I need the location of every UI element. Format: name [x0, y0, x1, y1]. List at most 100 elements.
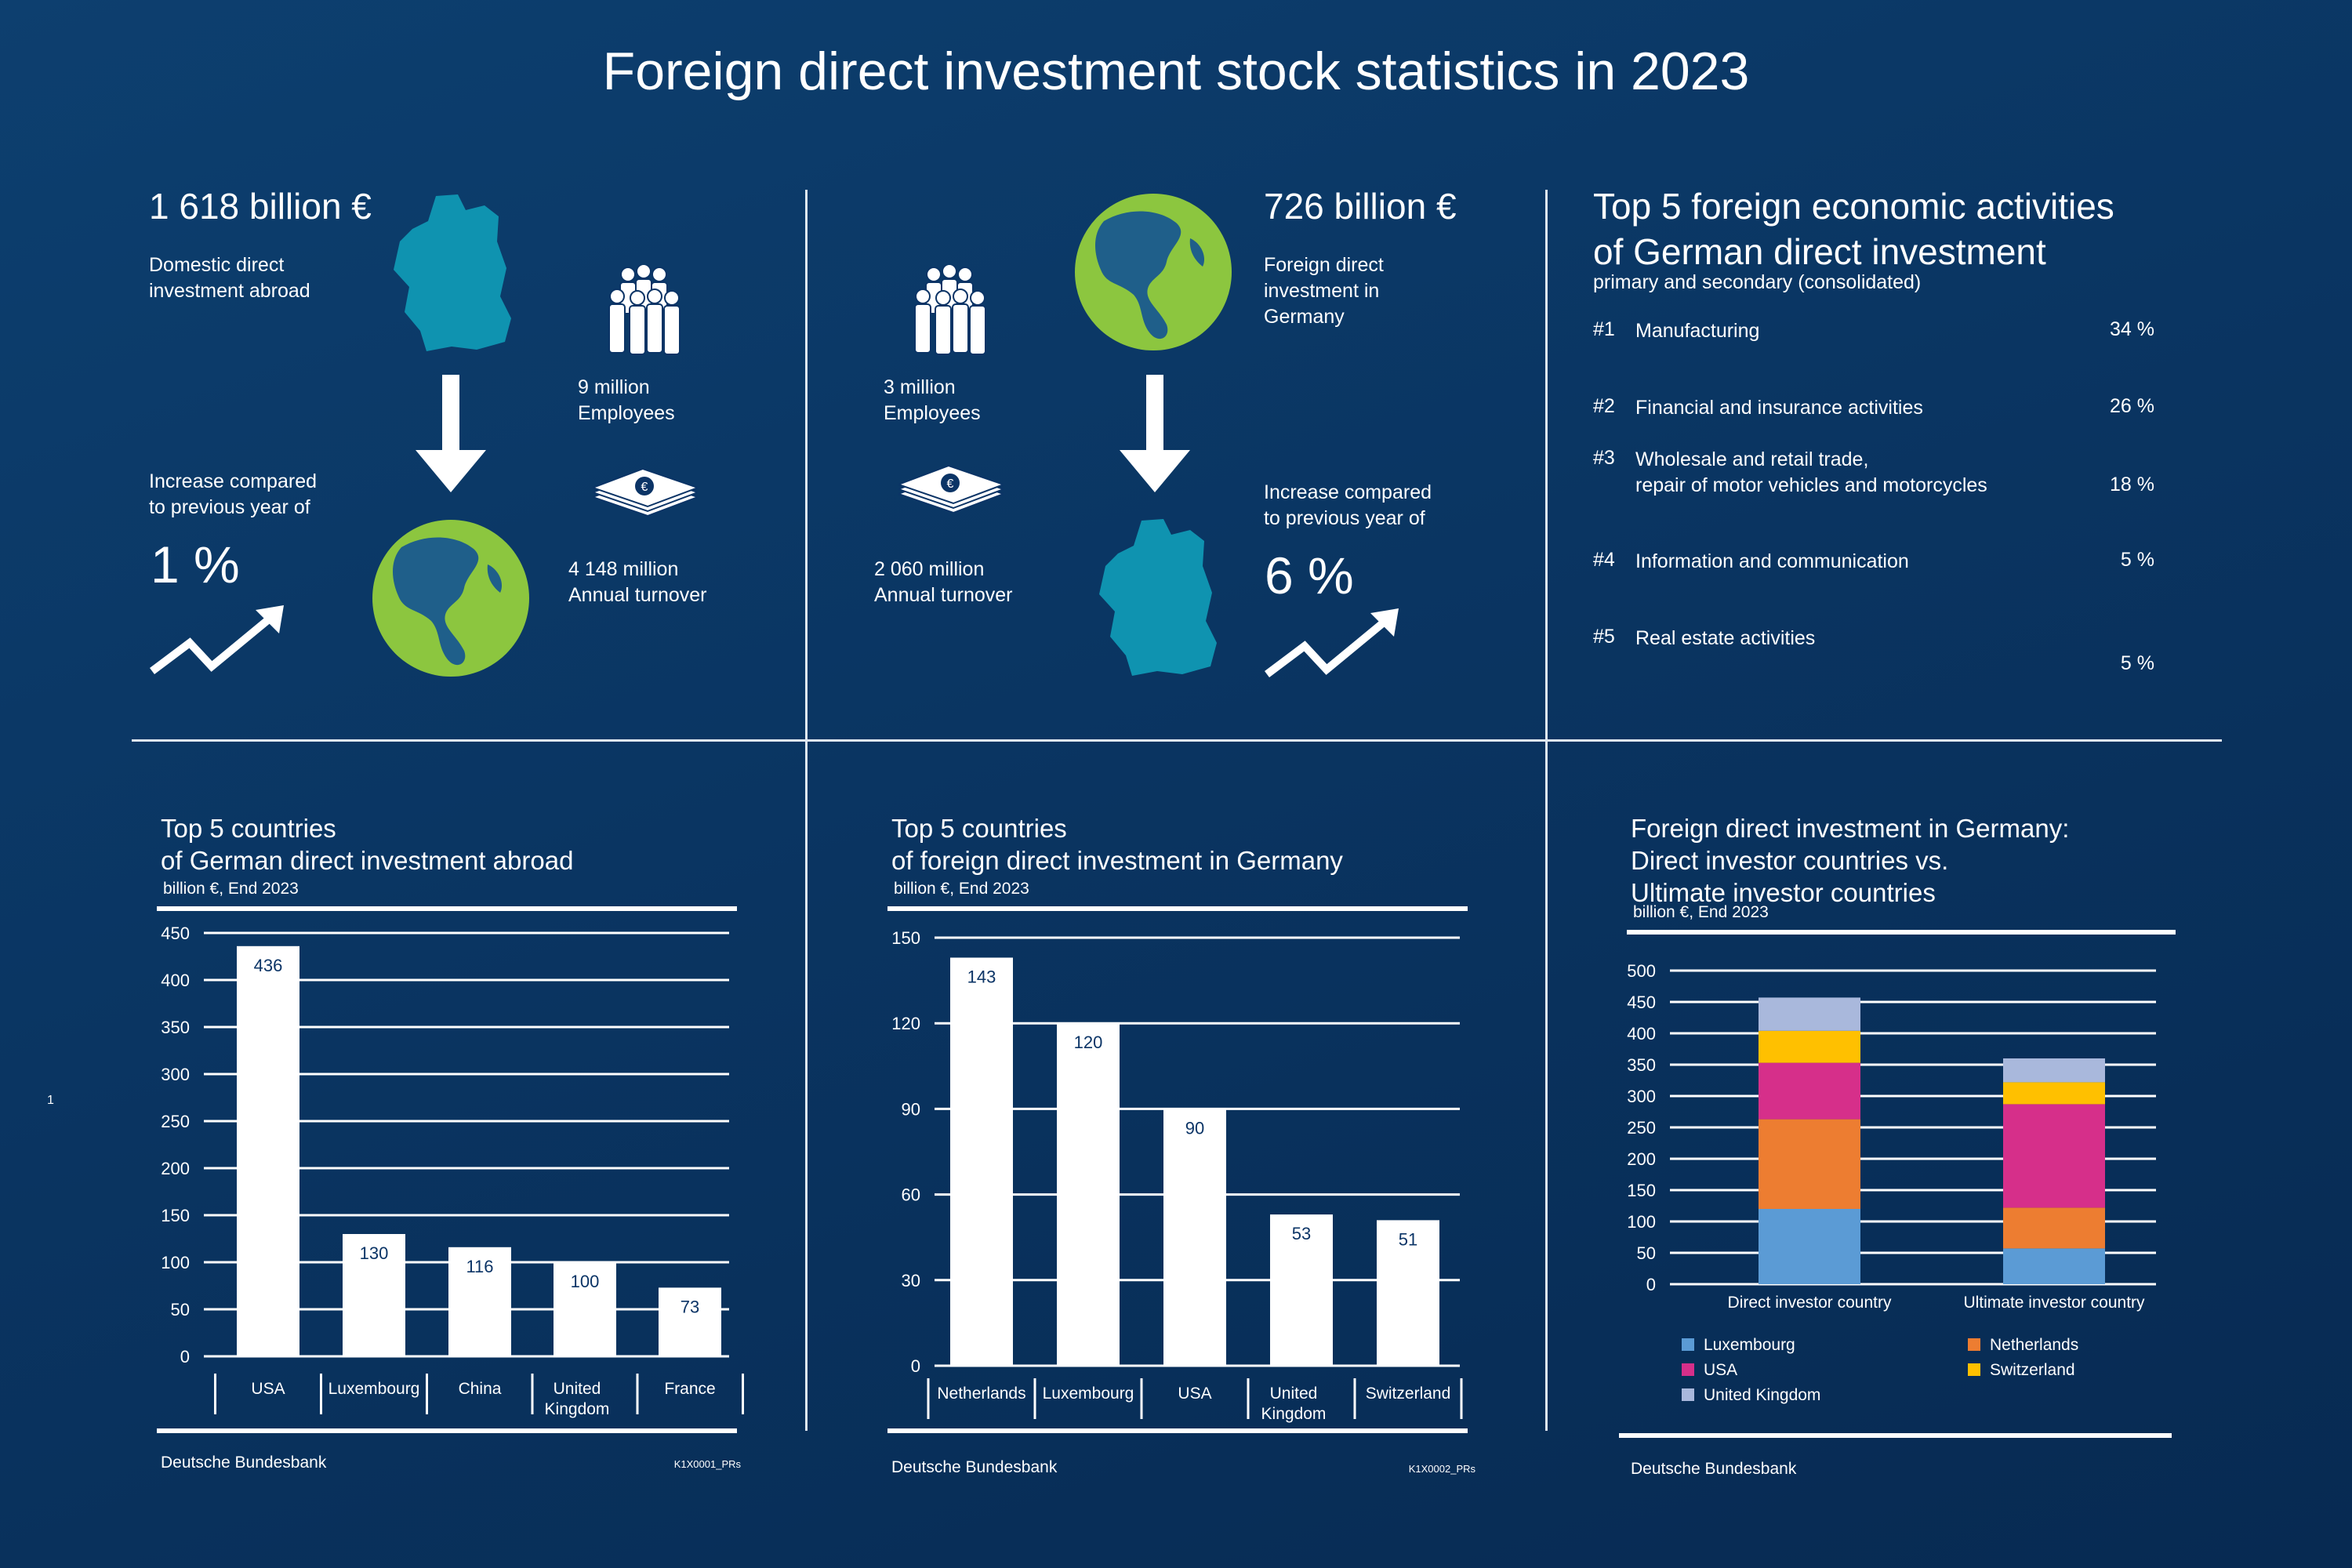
- bar-value-label: 120: [1074, 1033, 1103, 1052]
- banknotes-icon: €: [593, 467, 698, 517]
- stacked-segment: [2003, 1082, 2105, 1105]
- chart-title: of foreign direct investment in Germany: [891, 846, 1343, 875]
- y-tick-label: 450: [161, 924, 190, 943]
- category-label: Direct investor country: [1728, 1294, 1892, 1312]
- inward-increase-line: to previous year of: [1264, 507, 1425, 529]
- stacked-segment: [2003, 1207, 2105, 1249]
- activity-rank: #5: [1593, 626, 1615, 648]
- stacked-segment: [1759, 997, 1860, 1031]
- chart-source: Deutsche Bundesbank: [891, 1458, 1058, 1476]
- inward-description: Foreign direct investment in Germany: [1264, 252, 1384, 330]
- outward-desc-line: investment abroad: [149, 280, 310, 302]
- outward-increase-line: Increase compared: [149, 470, 318, 492]
- activity-share: 18 %: [2110, 474, 2154, 495]
- y-tick-label: 500: [1627, 961, 1656, 981]
- bar-chart-3: Foreign direct investment in Germany: Dir…: [1619, 814, 2176, 1478]
- category-label: United: [1270, 1385, 1318, 1403]
- legend-label: United Kingdom: [1704, 1386, 1820, 1404]
- activities-subtitle: primary and secondary (consolidated): [1593, 271, 1922, 293]
- down-arrow-icon: [1120, 375, 1190, 492]
- inward-desc-line: Foreign direct: [1264, 254, 1384, 276]
- outward-increase-label: Increase compared to previous year of: [149, 469, 317, 521]
- y-tick-label: 90: [902, 1099, 920, 1119]
- inward-amount: 726 billion €: [1264, 186, 1457, 227]
- down-arrow-icon: [416, 375, 486, 492]
- bar: [237, 946, 299, 1356]
- inward-increase-line: Increase compared: [1264, 481, 1432, 503]
- y-tick-label: 150: [161, 1206, 190, 1225]
- bar: [950, 957, 1013, 1366]
- outward-desc-line: Domestic direct: [149, 254, 285, 276]
- activity-share: 34 %: [2110, 318, 2154, 340]
- inward-desc-line: Germany: [1264, 306, 1345, 328]
- chart-top-rule: [157, 906, 737, 911]
- activities-title-line: Top 5 foreign economic activities: [1593, 186, 2114, 227]
- inward-turnover-value: 2 060 million: [874, 558, 985, 580]
- category-label: USA: [1178, 1385, 1211, 1403]
- bar: [659, 1287, 721, 1356]
- y-tick-label: 0: [1646, 1275, 1656, 1294]
- germany-map-icon: [394, 194, 511, 351]
- activity-label: Financial and insurance activities: [1635, 397, 1923, 419]
- y-tick-label: 200: [1627, 1149, 1656, 1169]
- activity-share: 26 %: [2110, 395, 2154, 417]
- outward-employees-label: Employees: [578, 402, 675, 424]
- divider-vertical-left-bottom: [805, 741, 808, 1431]
- stacked-segment: [1759, 1209, 1860, 1284]
- bar-value-label: 116: [466, 1257, 493, 1276]
- y-tick-label: 100: [161, 1253, 190, 1272]
- legend-swatch: [1968, 1338, 1980, 1351]
- bar: [1163, 1109, 1226, 1366]
- chart-title: Top 5 countries: [161, 814, 336, 843]
- y-tick-label: 300: [1627, 1087, 1656, 1106]
- inward-employees-label: Employees: [884, 402, 981, 424]
- inward-turnover: 2 060 million Annual turnover: [874, 557, 1013, 608]
- chart-title: Top 5 countries: [891, 814, 1067, 843]
- stacked-segment: [2003, 1104, 2105, 1208]
- chart-bottom-rule: [887, 1428, 1468, 1433]
- svg-text:€: €: [947, 477, 954, 491]
- y-tick-label: 250: [161, 1112, 190, 1131]
- legend-label: USA: [1704, 1361, 1737, 1379]
- category-label: Luxembourg: [328, 1380, 420, 1398]
- globe-icon: [372, 520, 529, 677]
- divider-vertical-right-bottom: [1545, 741, 1548, 1431]
- chart-source: Deutsche Bundesbank: [1631, 1460, 1797, 1478]
- activity-label: Wholesale and retail trade,: [1635, 448, 1869, 470]
- inward-turnover-label: Annual turnover: [874, 584, 1013, 606]
- y-tick-label: 400: [1627, 1024, 1656, 1044]
- divider-horizontal: [132, 739, 2222, 742]
- stacked-segment: [1759, 1119, 1860, 1209]
- legend-swatch: [1682, 1388, 1694, 1401]
- outward-turnover-value: 4 148 million: [568, 558, 679, 580]
- category-label: Luxembourg: [1043, 1385, 1134, 1403]
- inward-employees-value: 3 million: [884, 376, 956, 398]
- activity-label: Manufacturing: [1635, 320, 1760, 342]
- bar: [1057, 1023, 1120, 1366]
- activity-rank: #1: [1593, 318, 1615, 340]
- trend-up-icon: [1265, 608, 1399, 677]
- y-tick-label: 30: [902, 1271, 920, 1290]
- bar-value-label: 100: [571, 1272, 600, 1291]
- outward-turnover: 4 148 million Annual turnover: [568, 557, 707, 608]
- chart-title: Direct investor countries vs.: [1631, 846, 1948, 875]
- chart-top-rule: [887, 906, 1468, 911]
- bar-value-label: 143: [967, 967, 996, 986]
- banknotes-icon: €: [898, 464, 1004, 514]
- legend-label: Luxembourg: [1704, 1336, 1795, 1354]
- y-tick-label: 60: [902, 1185, 920, 1205]
- activities-title: Top 5 foreign economic activities of Ger…: [1593, 183, 2114, 274]
- bar-value-label: 53: [1292, 1224, 1311, 1243]
- chart-bottom-rule: [1619, 1433, 2172, 1438]
- stacked-segment: [1759, 1062, 1860, 1120]
- category-label: Kingdom: [545, 1400, 610, 1418]
- outward-employees: 9 million Employees: [578, 375, 675, 426]
- bar-chart-2: Top 5 countries of foreign direct investm…: [887, 814, 1475, 1476]
- y-tick-label: 200: [161, 1159, 190, 1178]
- y-tick-label: 250: [1627, 1118, 1656, 1138]
- people-icon: [608, 265, 681, 355]
- activity-rank: #2: [1593, 395, 1615, 417]
- y-tick-label: 120: [891, 1014, 920, 1033]
- activity-share: 5 %: [2120, 549, 2154, 571]
- bar-value-label: 90: [1185, 1118, 1204, 1138]
